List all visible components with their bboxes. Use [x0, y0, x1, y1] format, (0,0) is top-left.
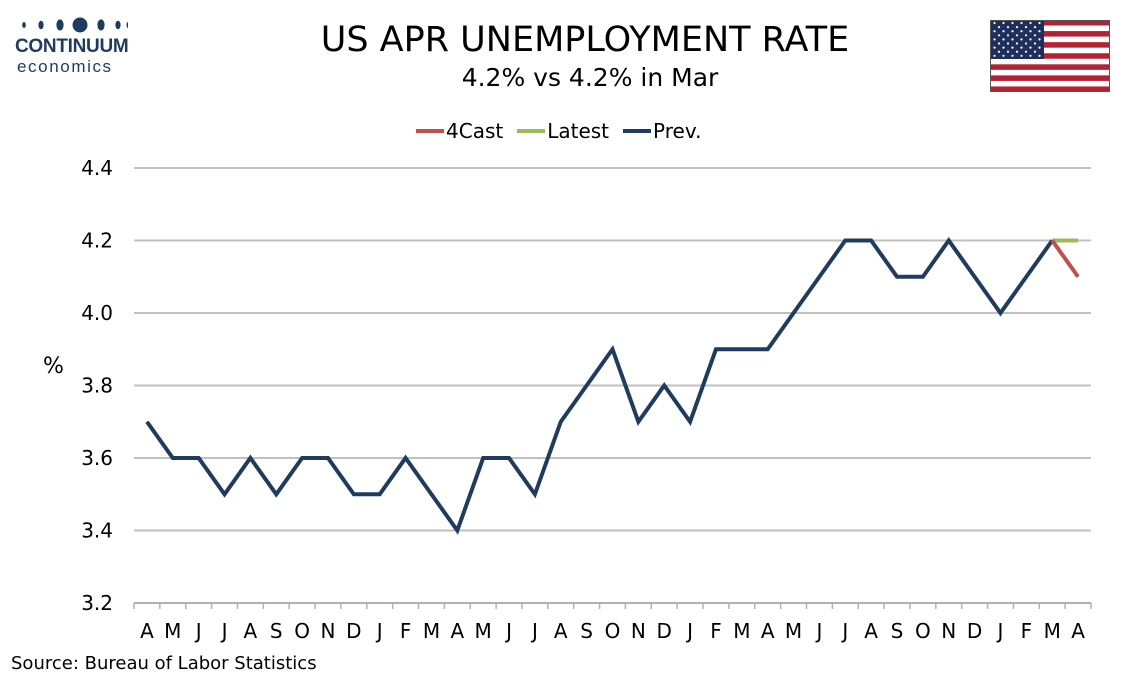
series-lines — [145, 237, 1080, 535]
x-tick-label: D — [967, 619, 982, 643]
series-line-prev — [145, 237, 1054, 535]
x-tick-label: A — [864, 619, 878, 643]
y-tick-label: 4.0 — [81, 301, 113, 325]
x-tick-label: A — [761, 619, 775, 643]
series-line-4cast — [1050, 239, 1080, 278]
x-tick-label: M — [785, 619, 802, 643]
legend-swatch-latest — [517, 129, 546, 133]
x-tick-label: J — [194, 619, 202, 643]
x-tick-label: D — [657, 619, 672, 643]
x-tick-label: A — [244, 619, 258, 643]
brand-name: CONTINUUM — [15, 36, 129, 57]
x-tick-label: A — [140, 619, 154, 643]
x-tick-label: N — [321, 619, 336, 643]
x-tick-label: O — [294, 619, 310, 643]
legend-swatch-forecast — [416, 129, 444, 133]
y-axis-ticks: 3.2 3.4 3.6 3.8 4.0 4.2 4.4 — [81, 156, 113, 615]
chart-subtitle: 4.2% vs 4.2% in Mar — [461, 63, 719, 92]
x-tick-label: D — [346, 619, 361, 643]
legend-swatch-previous — [623, 129, 652, 133]
y-axis-label: % — [43, 354, 64, 379]
chart-legend: 4Cast Latest Prev. — [416, 119, 715, 143]
x-tick-label: J — [375, 619, 383, 643]
x-tick-label: J — [685, 619, 693, 643]
x-tick-label: F — [1021, 619, 1033, 643]
x-tick-label: M — [1044, 619, 1061, 643]
y-tick-label: 3.4 — [81, 519, 113, 543]
x-tick-label: M — [423, 619, 440, 643]
legend-label-latest: Latest — [547, 119, 610, 143]
x-tick-label: M — [733, 619, 750, 643]
chart-title: US APR UNEMPLOYMENT RATE — [320, 20, 850, 60]
x-tick-label: J — [220, 619, 228, 643]
brand-sub: economics — [17, 57, 113, 76]
legend-item-latest: Latest — [517, 119, 609, 143]
x-tick-label: M — [164, 619, 181, 643]
x-tick-label: N — [631, 619, 646, 643]
x-tick-label: A — [450, 619, 464, 643]
x-tick-label: F — [400, 619, 412, 643]
x-axis — [133, 602, 1092, 609]
y-tick-label: 4.4 — [81, 156, 113, 180]
y-tick-label: 3.6 — [81, 446, 113, 470]
y-tick-label: 3.8 — [81, 374, 113, 398]
x-tick-label: J — [996, 619, 1004, 643]
x-tick-label: J — [840, 619, 848, 643]
x-tick-label: J — [504, 619, 512, 643]
x-tick-label: O — [915, 619, 931, 643]
x-tick-label: M — [475, 619, 492, 643]
us-flag-icon — [990, 20, 1110, 92]
x-tick-label: J — [814, 619, 822, 643]
legend-label-forecast: 4Cast — [446, 119, 504, 143]
x-tick-label: A — [1071, 619, 1085, 643]
x-tick-label: S — [891, 619, 904, 643]
legend-item-forecast: 4Cast — [416, 119, 503, 143]
x-tick-label: F — [710, 619, 722, 643]
brand-logo: CONTINUUM economics — [12, 14, 136, 78]
legend-label-previous: Prev. — [653, 119, 702, 143]
x-tick-label: N — [941, 619, 956, 643]
gridlines — [134, 167, 1091, 532]
y-tick-label: 3.2 — [81, 591, 113, 615]
source-note: Source: Bureau of Labor Statistics — [11, 653, 317, 674]
x-tick-label: O — [605, 619, 621, 643]
legend-item-previous: Prev. — [623, 119, 701, 143]
x-tick-label: S — [270, 619, 283, 643]
logo-dots-icon — [22, 17, 128, 33]
x-tick-label: S — [580, 619, 593, 643]
x-tick-label: J — [530, 619, 538, 643]
x-tick-label: A — [554, 619, 568, 643]
y-tick-label: 4.2 — [81, 229, 113, 253]
